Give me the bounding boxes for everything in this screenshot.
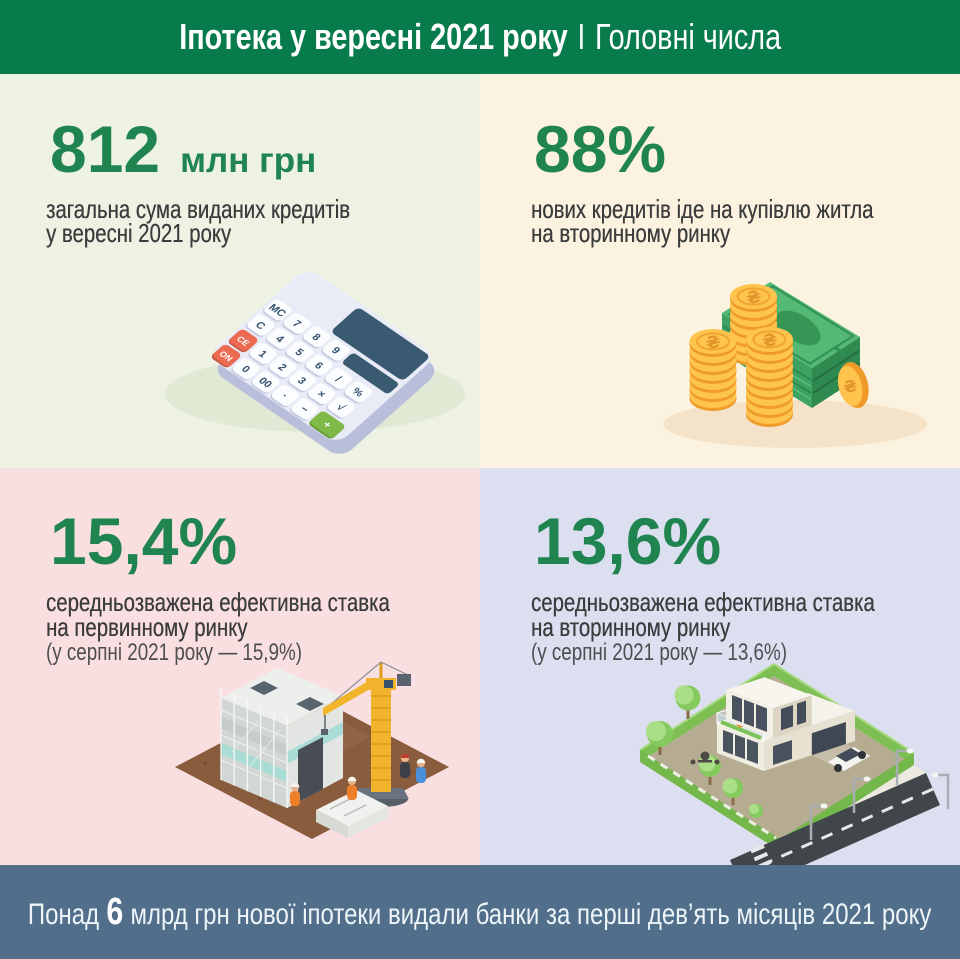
svg-text:√: √ [334,402,348,413]
caption-line: загальна сума виданих кредитів [46,194,351,224]
caption-note: (у серпні 2021 року — 13,6%) [531,639,787,666]
svg-text:+: + [320,419,334,431]
calculator-body [213,272,431,440]
coin-stack-back: ₴ [730,284,777,366]
svg-text:1: 1 [256,349,270,360]
caption-line: середньозважена ефективна ставка [531,587,875,617]
svg-text:ON: ON [217,349,235,363]
svg-text:₴: ₴ [704,331,723,354]
concrete-slab [316,790,388,838]
footer-text: Понад 6 млрд грн нової іпотеки видали банк… [28,891,931,934]
stat-value-total: 812 млн грн [50,112,317,186]
coin-stack-left: ₴ [689,329,737,411]
svg-text:·: · [279,391,291,401]
car [828,747,870,772]
caption-line: нових кредитів іде на купівлю житла [531,194,874,224]
panel-secondary-rate: 13,6% середньозважена ефективна ставка н… [480,468,960,865]
svg-text:C: C [252,320,268,333]
svg-text:2: 2 [275,362,289,373]
svg-text:MC: MC [266,302,289,319]
svg-text:CE: CE [234,334,252,348]
panel-primary-rate: 15,4% середньозважена ефективна ставка н… [0,468,480,865]
svg-text:₴: ₴ [760,329,779,352]
svg-text:₴: ₴ [744,286,763,309]
header-title: Іпотека у вересні 2021 року І Головні числ… [179,16,781,58]
caption-note: (у серпні 2021 року — 15,9%) [46,639,302,666]
stat-unit-total: млн грн [180,141,317,180]
coin-standing: ₴ [837,361,869,409]
banknote-stack [722,282,860,408]
svg-text:%: % [349,386,366,400]
ground [175,695,449,839]
svg-text:0: 0 [239,364,253,375]
caption-line: на вторинному ринку [531,218,731,248]
stat-caption-secondary: середньозважена ефективна ставка на втор… [531,587,875,666]
header-title-light: Головні числа [594,16,781,57]
stat-caption-total: загальна сума виданих кредитів у вересні… [46,194,351,248]
building [220,668,343,808]
stat-value-share: 88% [534,112,667,186]
footer-big-number: 6 [106,890,124,933]
header-separator: І [577,16,586,57]
svg-text:9: 9 [329,345,343,356]
svg-text:6: 6 [312,360,326,371]
sidewalk [780,765,926,859]
svg-text:3: 3 [295,375,309,386]
svg-text:5: 5 [292,347,306,358]
yard [640,676,914,851]
street-lamps [809,749,950,840]
trees [646,685,763,818]
svg-text:₴: ₴ [841,376,859,398]
header-bar: Іпотека у вересні 2021 року І Головні числ… [0,0,960,74]
panel-secondary-share: 88% нових кредитів іде на купівлю житла … [480,74,960,468]
stat-value-secondary: 13,6% [534,504,722,578]
svg-text:4: 4 [273,333,287,344]
footer-suffix: млрд грн нової іпотеки видали банки за п… [130,897,932,931]
footer-prefix: Понад [28,897,100,931]
driveway [811,744,872,768]
patio-furniture [690,751,720,765]
caption-line: на первинному ринку [46,612,248,642]
svg-text:8: 8 [309,332,323,343]
calculator-screen [332,308,429,380]
svg-text:7: 7 [290,318,304,329]
stat-value-primary: 15,4% [50,504,238,578]
stat-caption-primary: середньозважена ефективна ставка на перв… [46,587,390,666]
panel-total-loans: 812 млн грн загальна сума виданих кредиті… [0,74,480,468]
garage-door [811,722,846,756]
lounger [736,720,752,728]
workers [290,753,426,806]
crane [321,661,411,807]
house [716,677,855,771]
svg-text:/: / [332,374,344,384]
coin-stack-front: ₴ [746,327,793,427]
caption-line: на вторинному ринку [531,612,731,642]
footer-bar: Понад 6 млрд грн нової іпотеки видали банк… [0,865,960,959]
caption-line: середньозважена ефективна ставка [46,587,390,617]
header-title-bold: Іпотека у вересні 2021 року [179,16,568,57]
svg-text:−: − [297,404,311,416]
svg-text:×: × [314,389,328,401]
calculator-solar-strip [342,353,398,394]
svg-text:00: 00 [256,375,275,390]
stat-caption-share: нових кредитів іде на купівлю житла на в… [531,194,874,248]
caption-line: у вересні 2021 року [46,218,232,248]
road [730,773,940,865]
